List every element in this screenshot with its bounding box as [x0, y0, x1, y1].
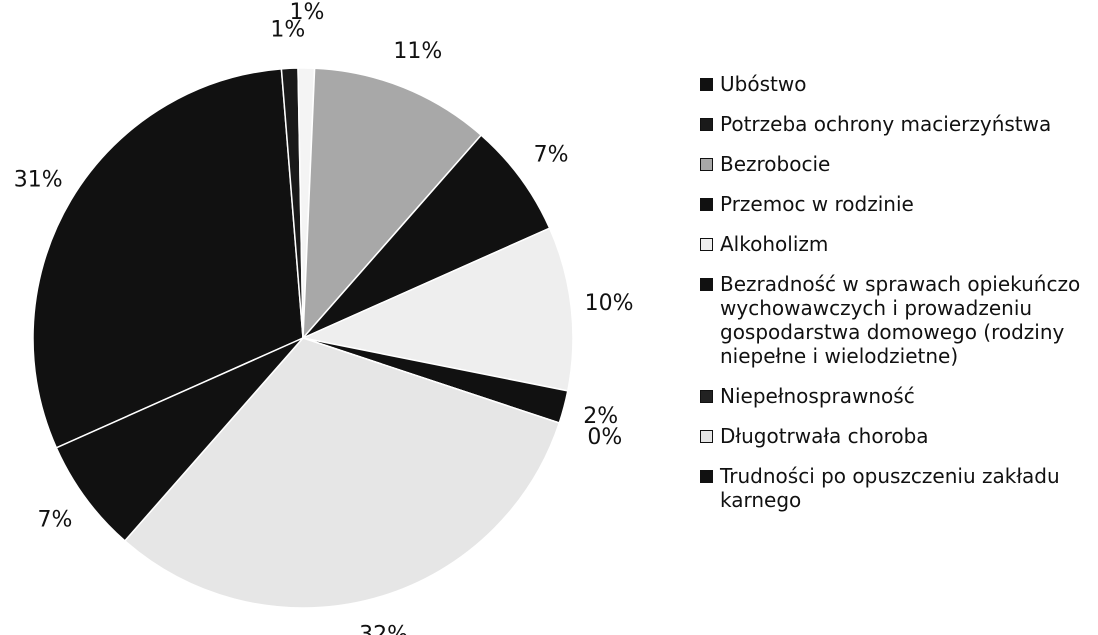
legend-item: Bezrobocie: [700, 152, 1095, 176]
legend-swatch: [700, 430, 713, 443]
legend-label: Przemoc w rodzinie: [720, 192, 914, 216]
legend-swatch: [700, 78, 713, 91]
legend-item: Bezradność w sprawach opiekuńczo wychowa…: [700, 272, 1095, 368]
legend-label: Potrzeba ochrony macierzyństwa: [720, 112, 1052, 136]
data-label: 7%: [37, 508, 72, 533]
legend-item: Długotrwała choroba: [700, 424, 1095, 448]
legend-item: Niepełnosprawność: [700, 384, 1095, 408]
legend-swatch: [700, 238, 713, 251]
legend-swatch: [700, 118, 713, 131]
legend-label: Bezrobocie: [720, 152, 831, 176]
legend-item: Ubóstwo: [700, 72, 1095, 96]
legend-item: Trudności po opuszczeniu zakładu karnego: [700, 464, 1095, 512]
data-label: 10%: [585, 291, 634, 316]
data-label: 1%: [290, 0, 325, 25]
pie-slice: [302, 67, 483, 341]
data-label: 31%: [14, 168, 63, 193]
legend-swatch: [700, 390, 713, 403]
legend-label: Bezradność w sprawach opiekuńczo wychowa…: [720, 272, 1081, 368]
legend-swatch: [700, 158, 713, 171]
data-label: 11%: [393, 39, 442, 64]
data-label: 32%: [359, 622, 408, 635]
legend: Ubóstwo Potrzeba ochrony macierzyństwa Bez…: [700, 72, 1095, 512]
legend-label: Niepełnosprawność: [720, 384, 915, 408]
legend-label: Długotrwała choroba: [720, 424, 929, 448]
legend-item: Alkoholizm: [700, 232, 1095, 256]
legend-label: Ubóstwo: [720, 72, 807, 96]
pie-slice: [300, 227, 574, 392]
legend-label: Trudności po opuszczeniu zakładu karnego: [720, 464, 1060, 512]
legend-label: Alkoholizm: [720, 232, 829, 256]
legend-item: Potrzeba ochrony macierzyństwa: [700, 112, 1095, 136]
legend-swatch: [700, 198, 713, 211]
pie-slice: [32, 68, 304, 449]
pie-slice: [123, 337, 561, 609]
pie-slice: [302, 134, 551, 339]
data-label: 0%: [587, 425, 622, 450]
legend-swatch: [700, 278, 713, 291]
legend-item: Przemoc w rodzinie: [700, 192, 1095, 216]
data-label: 1%: [270, 17, 305, 42]
data-label: 7%: [534, 142, 569, 167]
legend-swatch: [700, 470, 713, 483]
pie-slice: [55, 337, 304, 542]
data-label: 2%: [583, 404, 618, 429]
